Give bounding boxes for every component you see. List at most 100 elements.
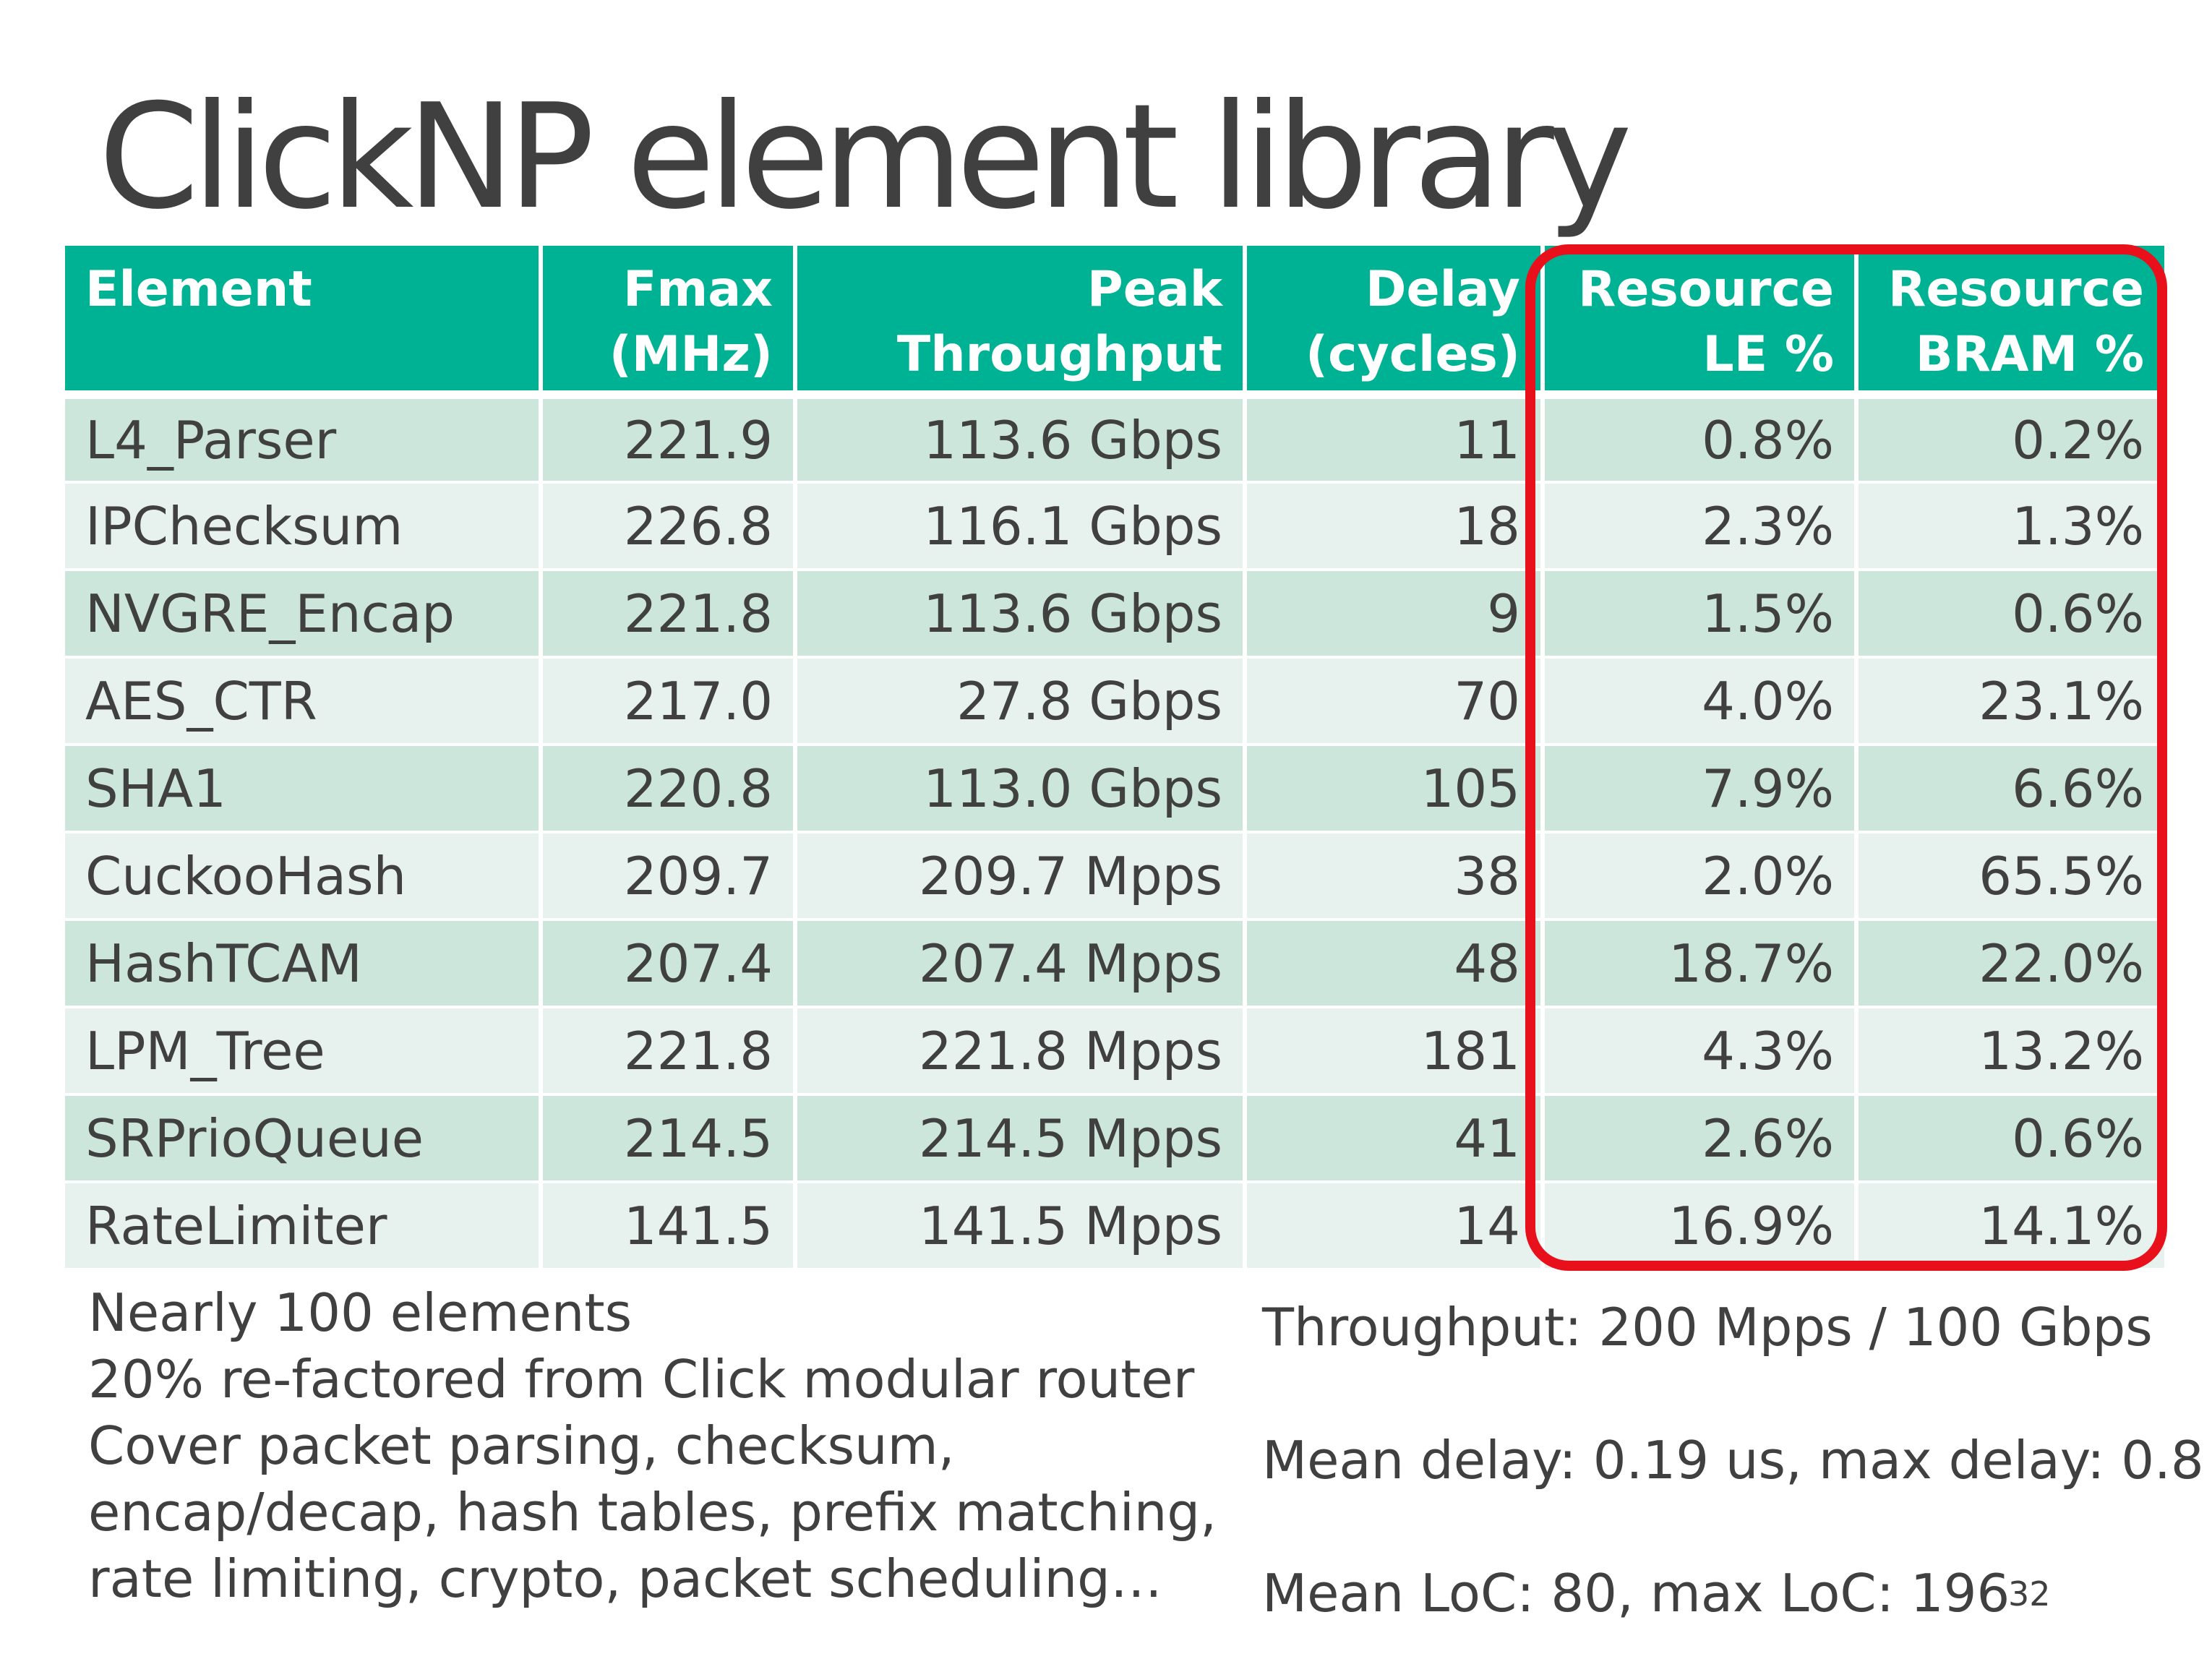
cell-element: NVGRE_Encap: [65, 570, 543, 659]
cell-element: HashTCAM: [65, 919, 543, 1008]
header-delay: Delay (cycles): [1245, 246, 1545, 399]
cell-delay: 181: [1245, 1007, 1545, 1096]
note-line: Nearly 100 elements: [88, 1282, 633, 1343]
header-line: Peak: [1086, 261, 1222, 318]
header-fmax: Fmax (MHz): [541, 246, 797, 399]
table-row: CuckooHash 209.7 209.7 Mpps 38 2.0% 65.5…: [65, 832, 2164, 921]
note-line: 20% re-factored from Click modular route…: [88, 1349, 1195, 1410]
note-line: encap/decap, hash tables, prefix matchin…: [88, 1482, 1217, 1543]
cell-peak-throughput: 209.7 Mpps: [795, 832, 1247, 921]
table-header-row: Element Fmax (MHz) Peak Throughput Delay…: [65, 246, 2164, 399]
cell-fmax: 221.8: [541, 570, 797, 659]
stat-delay: Mean delay: 0.19 us, max delay: 0.8 us: [1262, 1430, 2212, 1491]
cell-fmax: 141.5: [541, 1182, 797, 1271]
element-table-container: Element Fmax (MHz) Peak Throughput Delay…: [65, 246, 2164, 1271]
cell-resource-le: 0.8%: [1543, 395, 1859, 484]
cell-fmax: 221.8: [541, 1007, 797, 1096]
cell-fmax: 214.5: [541, 1094, 797, 1183]
note-line: Cover packet parsing, checksum,: [88, 1415, 955, 1476]
cell-resource-bram: 14.1%: [1856, 1182, 2164, 1271]
cell-delay: 9: [1245, 570, 1545, 659]
table-body: L4_Parser 221.9 113.6 Gbps 11 0.8% 0.2% …: [65, 395, 2164, 1271]
cell-fmax: 220.8: [541, 745, 797, 833]
cell-delay: 14: [1245, 1182, 1545, 1271]
header-line: Delay: [1366, 261, 1520, 318]
cell-delay: 48: [1245, 919, 1545, 1008]
cell-resource-bram: 6.6%: [1856, 745, 2164, 833]
cell-resource-le: 4.3%: [1543, 1007, 1859, 1096]
table-row: AES_CTR 217.0 27.8 Gbps 70 4.0% 23.1%: [65, 657, 2164, 746]
table-header: Element Fmax (MHz) Peak Throughput Delay…: [65, 246, 2164, 399]
cell-resource-le: 18.7%: [1543, 919, 1859, 1008]
header-line: LE %: [1702, 326, 1834, 383]
cell-delay: 105: [1245, 745, 1545, 833]
table-row: SHA1 220.8 113.0 Gbps 105 7.9% 6.6%: [65, 745, 2164, 833]
cell-resource-bram: 0.2%: [1856, 395, 2164, 484]
header-line: Element: [85, 261, 312, 318]
table-row: NVGRE_Encap 221.8 113.6 Gbps 9 1.5% 0.6%: [65, 570, 2164, 659]
cell-element: IPChecksum: [65, 482, 543, 571]
header-line: (cycles): [1305, 326, 1520, 383]
cell-delay: 38: [1245, 832, 1545, 921]
header-peak-throughput: Peak Throughput: [795, 246, 1247, 399]
cell-peak-throughput: 207.4 Mpps: [795, 919, 1247, 1008]
cell-resource-bram: 23.1%: [1856, 657, 2164, 746]
cell-delay: 41: [1245, 1094, 1545, 1183]
cell-fmax: 209.7: [541, 832, 797, 921]
cell-peak-throughput: 116.1 Gbps: [795, 482, 1247, 571]
cell-peak-throughput: 214.5 Mpps: [795, 1094, 1247, 1183]
header-line: Resource: [1577, 261, 1834, 318]
header-line: Throughput: [896, 326, 1222, 383]
cell-resource-le: 2.3%: [1543, 482, 1859, 571]
cell-peak-throughput: 27.8 Gbps: [795, 657, 1247, 746]
element-table: Element Fmax (MHz) Peak Throughput Delay…: [65, 246, 2164, 1271]
cell-element: SRPrioQueue: [65, 1094, 543, 1183]
note-line: rate limiting, crypto, packet scheduling…: [88, 1548, 1162, 1609]
table-row: SRPrioQueue 214.5 214.5 Mpps 41 2.6% 0.6…: [65, 1094, 2164, 1183]
cell-resource-le: 1.5%: [1543, 570, 1859, 659]
table-row: IPChecksum 226.8 116.1 Gbps 18 2.3% 1.3%: [65, 482, 2164, 571]
header-line: Resource: [1887, 261, 2144, 318]
cell-resource-le: 4.0%: [1543, 657, 1859, 746]
cell-resource-bram: 65.5%: [1856, 832, 2164, 921]
cell-resource-bram: 0.6%: [1856, 570, 2164, 659]
cell-peak-throughput: 113.6 Gbps: [795, 570, 1247, 659]
cell-peak-throughput: 141.5 Mpps: [795, 1182, 1247, 1271]
cell-peak-throughput: 113.6 Gbps: [795, 395, 1247, 484]
cell-resource-le: 16.9%: [1543, 1182, 1859, 1271]
cell-resource-bram: 13.2%: [1856, 1007, 2164, 1096]
stat-loc: Mean LoC: 80, max LoC: 196: [1262, 1563, 2010, 1624]
cell-delay: 18: [1245, 482, 1545, 571]
cell-element: CuckooHash: [65, 832, 543, 921]
cell-element: L4_Parser: [65, 395, 543, 484]
stat-throughput: Throughput: 200 Mpps / 100 Gbps: [1262, 1297, 2153, 1358]
cell-resource-le: 7.9%: [1543, 745, 1859, 833]
cell-fmax: 226.8: [541, 482, 797, 571]
cell-fmax: 221.9: [541, 395, 797, 484]
notes-right: Throughput: 200 Mpps / 100 Gbps Mean del…: [1262, 1294, 2212, 1659]
header-resource-bram: Resource BRAM %: [1856, 246, 2164, 399]
cell-resource-le: 2.0%: [1543, 832, 1859, 921]
page-number: 32: [2008, 1574, 2051, 1613]
table-row: RateLimiter 141.5 141.5 Mpps 14 16.9% 14…: [65, 1182, 2164, 1271]
header-line: BRAM %: [1915, 326, 2144, 383]
header-resource-le: Resource LE %: [1543, 246, 1859, 399]
cell-element: RateLimiter: [65, 1182, 543, 1271]
cell-fmax: 217.0: [541, 657, 797, 746]
cell-resource-le: 2.6%: [1543, 1094, 1859, 1183]
cell-delay: 11: [1245, 395, 1545, 484]
slide-title: ClickNP element library: [98, 73, 1632, 241]
cell-peak-throughput: 113.0 Gbps: [795, 745, 1247, 833]
header-element: Element: [65, 246, 543, 399]
cell-element: AES_CTR: [65, 657, 543, 746]
cell-resource-bram: 0.6%: [1856, 1094, 2164, 1183]
cell-peak-throughput: 221.8 Mpps: [795, 1007, 1247, 1096]
header-line: (MHz): [609, 326, 773, 383]
cell-resource-bram: 22.0%: [1856, 919, 2164, 1008]
table-row: L4_Parser 221.9 113.6 Gbps 11 0.8% 0.2%: [65, 395, 2164, 484]
cell-element: SHA1: [65, 745, 543, 833]
table-row: LPM_Tree 221.8 221.8 Mpps 181 4.3% 13.2%: [65, 1007, 2164, 1096]
cell-delay: 70: [1245, 657, 1545, 746]
cell-fmax: 207.4: [541, 919, 797, 1008]
notes-left: Nearly 100 elements 20% re-factored from…: [88, 1279, 1281, 1612]
